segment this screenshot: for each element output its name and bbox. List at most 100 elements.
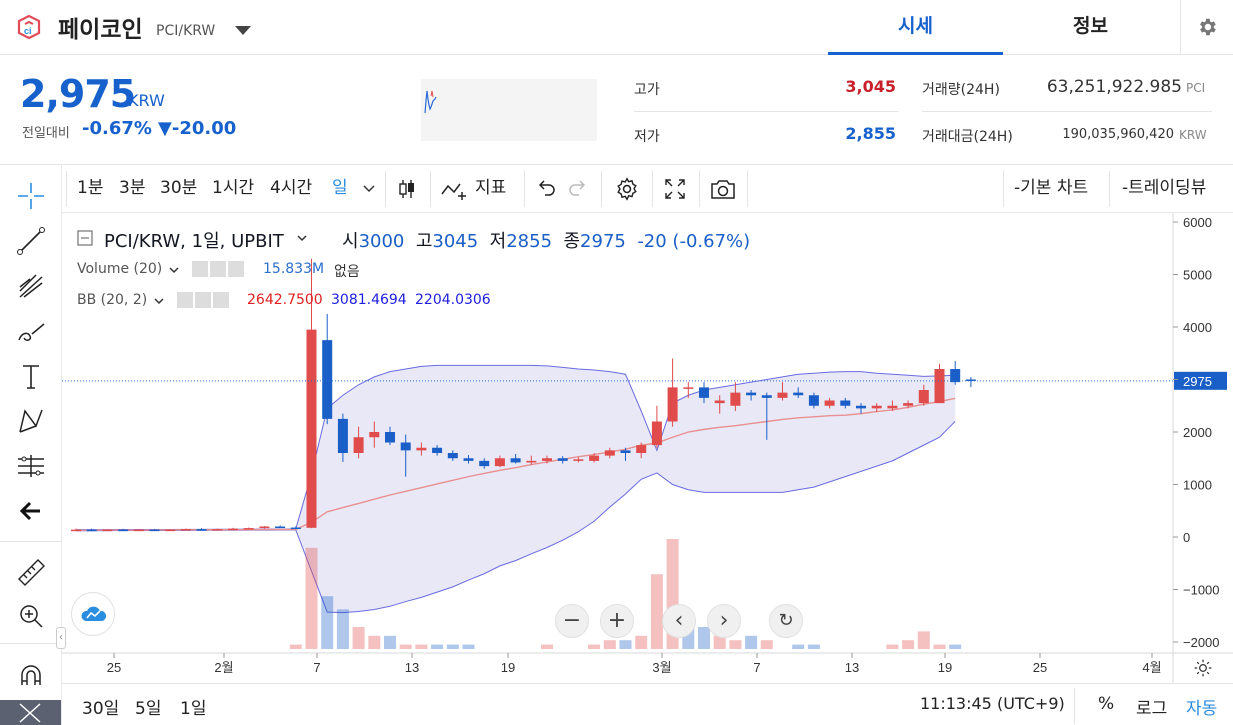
y-tick-label: 0 <box>1183 530 1190 545</box>
y-tick-label: −2000 <box>1183 635 1220 650</box>
amount-unit: KRW <box>1179 128 1207 142</box>
candle-body <box>871 405 882 409</box>
interval-3m[interactable]: 3분 <box>119 178 146 198</box>
chart-logo-button[interactable] <box>71 592 115 636</box>
price-summary: 2,975 KRW 전일대비 -0.67% ▼-20.00 고가 3,045 저… <box>0 55 1233 165</box>
auto-scale-button[interactable]: 자동 <box>1186 699 1218 719</box>
crosshair-tool[interactable] <box>12 177 50 215</box>
trend-line-tool[interactable] <box>12 222 50 260</box>
ruler-tool[interactable] <box>12 553 50 591</box>
x-tick-label: 19 <box>938 660 952 675</box>
chevron-down-icon[interactable] <box>362 183 376 195</box>
divider <box>747 171 748 207</box>
fullscreen-icon[interactable] <box>663 177 687 201</box>
volume-bar <box>792 644 805 649</box>
volume-bar <box>902 640 915 649</box>
candle-body <box>432 447 443 453</box>
chevron-down-icon[interactable] <box>168 265 180 275</box>
zoom-out-button[interactable]: − <box>555 604 589 638</box>
magnet-tool[interactable] <box>12 657 50 695</box>
indicators-icon[interactable] <box>440 178 470 200</box>
indicators-button[interactable]: 지표 <box>475 178 507 198</box>
redo-icon[interactable] <box>567 179 589 199</box>
candle-body <box>118 529 129 532</box>
camera-icon[interactable] <box>709 177 737 201</box>
x-tick-label: 13 <box>405 660 419 675</box>
candle-body <box>699 387 709 398</box>
price-chart[interactable]: 2975 6000 5000 4000 2000 1000 0 −1000 −2000 25 2월 7… <box>56 213 1233 725</box>
divider <box>385 171 386 207</box>
interval-1h[interactable]: 1시간 <box>212 178 255 198</box>
y-tick-label: −1000 <box>1183 583 1220 598</box>
tab-price[interactable]: 시세 <box>828 0 1003 55</box>
candle-style-icon[interactable] <box>395 177 419 201</box>
reset-chart-button[interactable]: ↻ <box>769 604 803 638</box>
current-price: 2,975 <box>20 72 136 116</box>
chart-settings-icon[interactable] <box>614 176 640 202</box>
candle-body <box>306 329 317 528</box>
candle-body <box>447 453 458 459</box>
candle-body <box>965 379 976 381</box>
candle-body <box>840 400 851 406</box>
volume-legend-controls[interactable] <box>192 261 252 277</box>
basic-chart-button[interactable]: -기본 차트 <box>1014 178 1089 198</box>
zoom-tool[interactable] <box>12 597 50 635</box>
axis-settings-button[interactable] <box>1173 653 1233 683</box>
pattern-tool[interactable] <box>12 402 50 440</box>
tradingview-button[interactable]: -트레이딩뷰 <box>1122 178 1207 198</box>
volume-bar <box>305 547 318 649</box>
divider <box>1003 171 1004 207</box>
collapse-legend-icon[interactable] <box>77 230 93 246</box>
divider <box>66 171 67 207</box>
y-tick-label: 1000 <box>1183 478 1212 493</box>
range-1d[interactable]: 1일 <box>180 699 207 719</box>
measure-tool[interactable] <box>12 447 50 485</box>
interval-1m[interactable]: 1분 <box>77 178 104 198</box>
chevron-down-icon[interactable] <box>296 233 308 243</box>
tab-info[interactable]: 정보 <box>1073 15 1108 37</box>
divider <box>0 643 61 644</box>
interval-4h[interactable]: 4시간 <box>270 178 313 198</box>
brush-tool[interactable] <box>12 312 50 350</box>
scroll-left-button[interactable]: ‹ <box>662 604 696 638</box>
interval-30m[interactable]: 30분 <box>160 178 198 198</box>
drawings-visibility-toggle[interactable] <box>0 700 61 725</box>
range-5d[interactable]: 5일 <box>135 699 162 719</box>
coin-dropdown-caret-icon[interactable] <box>235 26 251 35</box>
candle-body <box>243 528 254 530</box>
x-tick-label: 4월 <box>1142 660 1161 675</box>
log-scale-button[interactable]: 로그 <box>1136 699 1168 719</box>
bb-band-fill <box>76 365 956 613</box>
chevron-down-icon[interactable] <box>153 296 165 306</box>
bb-legend-controls[interactable] <box>177 292 237 308</box>
volume-bar <box>321 596 334 649</box>
clock-time[interactable]: 11:13:45 (UTC+9) <box>920 694 1065 713</box>
fib-tool[interactable] <box>12 267 50 305</box>
interval-1d[interactable]: 일 <box>332 178 348 198</box>
volume-bar <box>352 627 365 649</box>
high-value: 3,045 <box>845 77 896 96</box>
gear-icon <box>1200 18 1216 36</box>
candle-body <box>730 392 741 406</box>
settings-button[interactable] <box>1180 0 1233 55</box>
percent-scale-button[interactable]: % <box>1098 694 1115 714</box>
candle-body <box>589 455 600 461</box>
candle-body <box>259 526 270 529</box>
range-30d[interactable]: 30일 <box>82 699 120 719</box>
scroll-right-button[interactable]: › <box>707 604 741 638</box>
candle-body <box>369 432 380 438</box>
change-amount: ▼-20.00 <box>158 118 237 139</box>
undo-icon[interactable] <box>535 179 557 199</box>
text-tool[interactable] <box>12 357 50 395</box>
expand-toolbar-handle[interactable]: ‹ <box>56 627 66 649</box>
back-tool[interactable] <box>12 492 50 530</box>
x-tick-label: 7 <box>313 660 320 675</box>
candle-body <box>856 405 866 409</box>
chart-canvas[interactable]: 2975 6000 5000 4000 2000 1000 0 −1000 −2000 25 2월 7… <box>62 213 1233 683</box>
candle-body <box>808 395 819 406</box>
amount-value: 190,035,960,420 <box>1062 127 1174 142</box>
text-icon <box>23 365 39 389</box>
candle-body <box>400 442 411 451</box>
zoom-in-button[interactable]: + <box>600 604 634 638</box>
low-label: 저가 <box>634 129 660 145</box>
